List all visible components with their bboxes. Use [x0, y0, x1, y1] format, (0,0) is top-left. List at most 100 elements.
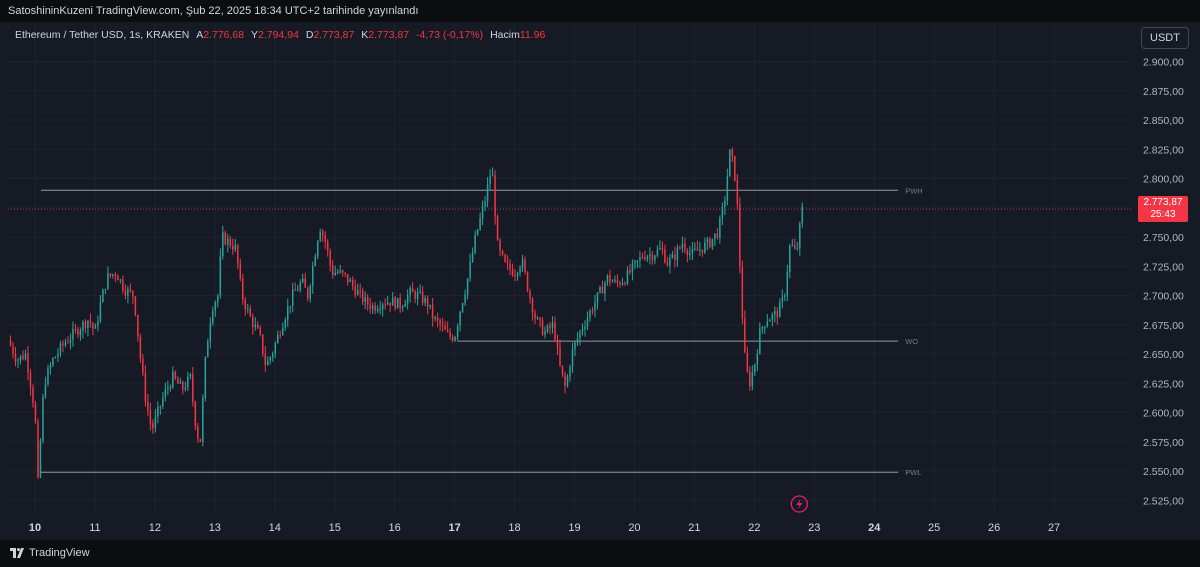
candle-body — [162, 397, 164, 406]
candle — [561, 365, 564, 378]
currency-button[interactable]: USDT — [1141, 27, 1189, 49]
candle — [247, 303, 249, 314]
candle-body — [621, 282, 624, 285]
candle — [294, 282, 296, 291]
chart-area[interactable]: PWH WO PWL 2.525,00 2.550,00 2.575,00 2.600,0… — [0, 22, 1200, 540]
candle-body — [252, 316, 254, 328]
candle-body — [52, 358, 54, 366]
candle — [351, 276, 354, 291]
candle — [279, 330, 282, 339]
candle — [654, 254, 656, 265]
publish-bar: SatoshininKuzeni TradingView.com, Şub 22… — [0, 0, 1200, 22]
candle-body — [656, 249, 659, 256]
symbol-name[interactable]: Ethereum / Tether USD, 1s, KRAKEN — [15, 29, 190, 41]
candle-body — [634, 260, 636, 264]
candle-body — [356, 289, 359, 295]
candle-body — [122, 279, 124, 291]
candle — [49, 361, 52, 375]
candle — [62, 340, 64, 353]
candle-body — [361, 290, 364, 302]
candle — [306, 286, 309, 302]
candle — [316, 240, 319, 260]
candle — [591, 306, 594, 315]
published-text: SatoshininKuzeni TradingView.com, Şub 22… — [8, 5, 419, 17]
candle — [776, 307, 779, 325]
candle — [774, 306, 776, 323]
candle — [326, 238, 329, 257]
candle-body — [341, 270, 344, 273]
candle-body — [117, 275, 119, 281]
candle — [142, 354, 144, 377]
candle-body — [89, 320, 92, 323]
candle-body — [514, 275, 516, 277]
candle-body — [481, 206, 484, 218]
candle — [311, 261, 314, 294]
candle-body — [734, 155, 736, 181]
candle — [649, 247, 651, 265]
candle — [227, 233, 229, 253]
candle — [386, 295, 389, 306]
candle-body — [689, 252, 691, 256]
y-tick-label: 2.875,00 — [1143, 86, 1184, 98]
candle — [534, 309, 536, 325]
level-label-wo: WO — [905, 337, 918, 346]
candle-body — [746, 352, 749, 372]
candlestick-chart[interactable]: PWH WO PWL 2.525,00 2.550,00 2.575,00 2.600,0… — [0, 22, 1200, 540]
candle-body — [291, 289, 294, 306]
candle — [531, 296, 534, 321]
candle-body — [311, 265, 314, 287]
candle-body — [679, 247, 681, 249]
y-tick-label: 2.675,00 — [1143, 320, 1184, 332]
candle-body — [414, 292, 416, 299]
candle — [269, 356, 272, 365]
candle-body — [636, 260, 639, 262]
volume-value: 11.96 — [519, 29, 546, 41]
candle — [124, 284, 127, 300]
candle-body — [351, 279, 354, 286]
candle — [249, 305, 252, 318]
candle — [579, 329, 581, 346]
candle-body — [721, 206, 724, 219]
candle-body — [674, 254, 676, 261]
candle-body — [794, 244, 796, 249]
candle-body — [521, 259, 524, 268]
candle-body — [364, 296, 366, 302]
candle — [756, 349, 759, 372]
candle — [441, 317, 444, 332]
candle — [566, 374, 569, 388]
candle — [369, 297, 371, 314]
candle — [182, 380, 184, 395]
candle — [599, 285, 601, 294]
candle-body — [192, 374, 194, 402]
candle-body — [396, 297, 399, 309]
candle-body — [506, 261, 509, 264]
candle-body — [491, 175, 494, 177]
candle-body — [551, 322, 554, 328]
x-tick-label: 17 — [448, 522, 460, 534]
candle-body — [404, 303, 406, 307]
candle-body — [329, 250, 331, 266]
candle-body — [641, 257, 644, 259]
y-tick-label: 2.900,00 — [1143, 57, 1184, 69]
candle — [551, 316, 554, 334]
candle — [419, 284, 421, 295]
candle-body — [72, 329, 74, 340]
candle — [706, 236, 709, 251]
candle-body — [426, 297, 429, 307]
candle — [319, 228, 321, 243]
candle — [252, 313, 254, 335]
candle — [656, 245, 659, 258]
candle — [444, 320, 446, 331]
candle-body — [222, 232, 224, 257]
candle — [664, 244, 666, 264]
candle — [104, 288, 107, 295]
candle-body — [336, 272, 339, 274]
candle — [751, 365, 754, 391]
candle-body — [546, 325, 549, 332]
candle — [781, 289, 784, 309]
candle-body — [282, 327, 284, 336]
candle-body — [179, 381, 182, 384]
tradingview-brand[interactable]: TradingView — [29, 547, 90, 559]
candle-body — [584, 326, 586, 330]
candle — [149, 402, 152, 431]
